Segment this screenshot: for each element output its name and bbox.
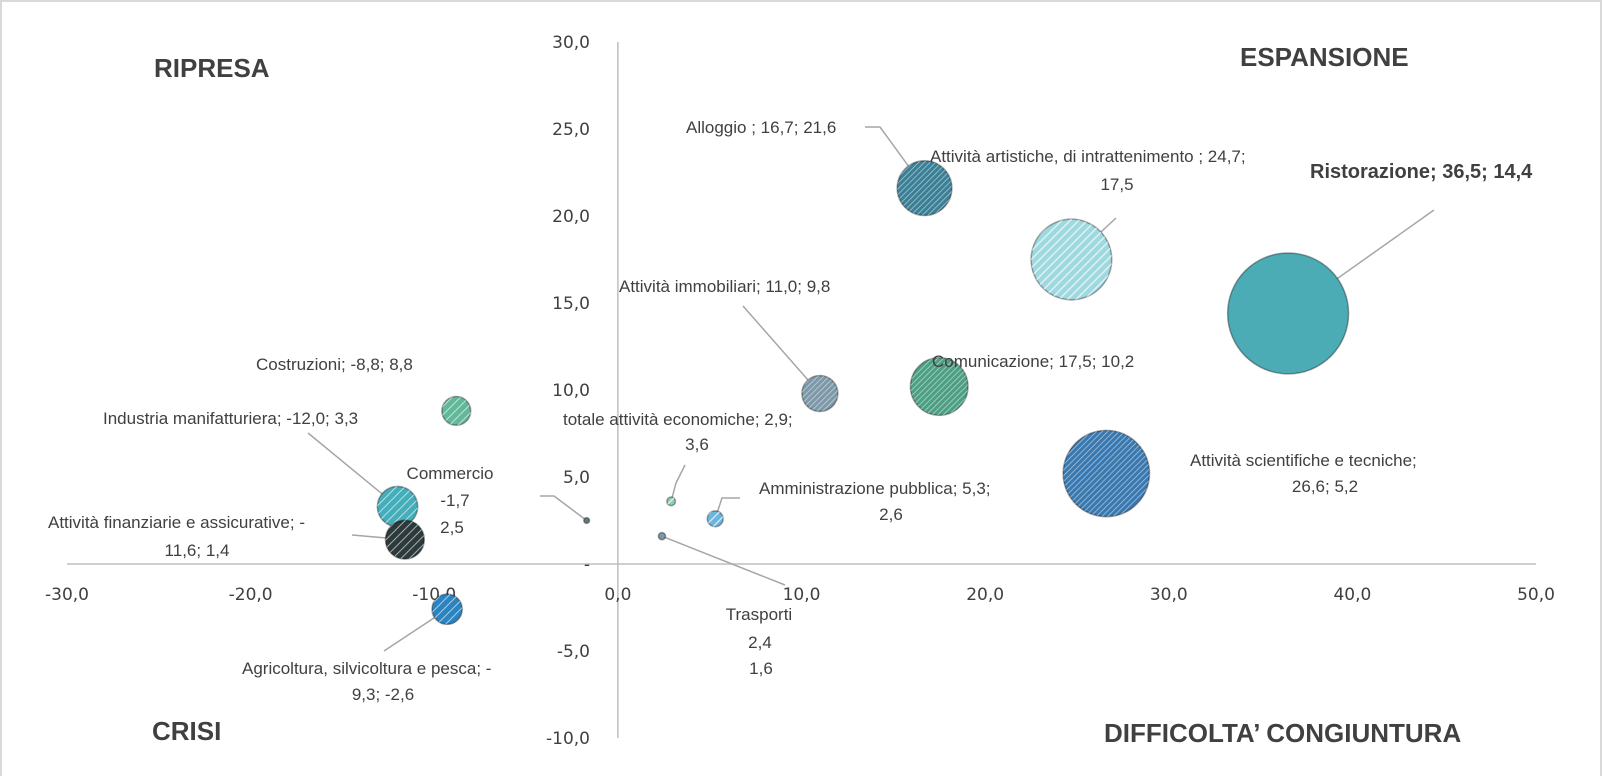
bubble-comunicazione-hatch (910, 357, 969, 416)
y-tick-label: 20,0 (552, 207, 590, 227)
bubble-alloggio-hatch (897, 160, 952, 216)
data-label-artistiche: 17,5 (1100, 175, 1133, 194)
quadrant-labels: RIPRESA ESPANSIONE CRISI DIFFICOLTA’ CON… (152, 42, 1461, 748)
data-label-amministrazione: Amministrazione pubblica; 5,3; (759, 479, 991, 498)
bubble-agricoltura-hatch (431, 594, 463, 625)
bubble-ristorazione (1226, 252, 1350, 375)
data-label-trasporti: 2,4 (748, 633, 772, 652)
x-tick-label: -30,0 (45, 585, 89, 605)
leader-lines (307, 126, 1435, 652)
bubble-artistiche-hatch (1031, 219, 1112, 300)
y-tick-label: -10,0 (546, 729, 590, 749)
bubble-manifatturiera-hatch (377, 486, 418, 527)
x-tick-label: 20,0 (966, 585, 1004, 605)
quadrant-label-crisi: CRISI (152, 716, 221, 746)
axes: -30,0 -20,0 -10,0 0,0 10,0 20,0 30,0 40,0 50,0 3… (45, 33, 1555, 749)
leader-line-trasporti (661, 535, 786, 586)
data-label-commercio: 2,5 (440, 518, 464, 537)
data-label-alloggio: Alloggio ; 16,7; 21,6 (686, 118, 836, 137)
data-label-finanziarie: 11,6; 1,4 (165, 541, 230, 560)
x-tick-label: 10,0 (783, 585, 821, 605)
data-label-trasporti: Trasporti (726, 605, 792, 624)
y-tick-label: 5,0 (563, 468, 590, 488)
data-label-artistiche: Attività artistiche, di intrattenimento … (930, 147, 1246, 166)
leader-line-commercio (540, 495, 588, 522)
data-label-immobiliari: Attività immobiliari; 11,0; 9,8 (619, 277, 830, 296)
data-label-agricoltura: 9,3; -2,6 (352, 685, 414, 704)
x-tick-label: 0,0 (604, 585, 631, 605)
x-axis-ticks: -30,0 -20,0 -10,0 0,0 10,0 20,0 30,0 40,0 50,0 (45, 585, 1555, 605)
data-label-comunicazione: Comunicazione; 17,5; 10,2 (932, 352, 1134, 371)
bubble-finanziarie-hatch (385, 520, 425, 560)
y-tick-label: -5,0 (557, 642, 590, 662)
data-label-scientifiche: Attività scientifiche e tecniche; (1190, 451, 1417, 470)
data-label-finanziarie: Attività finanziarie e assicurative; - (48, 513, 305, 532)
quadrant-label-difficolta-congiuntura: DIFFICOLTA’ CONGIUNTURA (1104, 718, 1461, 748)
data-labels: Ristorazione; 36,5; 14,4 Attività scienti… (48, 118, 1533, 704)
quadrant-label-ripresa: RIPRESA (154, 53, 270, 83)
y-tick-label: - (584, 555, 590, 575)
data-label-totale: totale attività economiche; 2,9; (563, 410, 793, 429)
quadrant-label-espansione: ESPANSIONE (1240, 42, 1409, 72)
data-label-amministrazione: 2,6 (879, 505, 903, 524)
bubble-commercio (583, 516, 591, 525)
data-label-manifatturiera: Industria manifatturiera; -12,0; 3,3 (103, 409, 358, 428)
bubble-amministrazione-hatch (707, 510, 724, 527)
y-tick-label: 15,0 (552, 294, 590, 314)
x-tick-label: 50,0 (1517, 585, 1555, 605)
data-label-commercio: Commercio (407, 464, 494, 483)
leader-line-totale (670, 464, 686, 502)
y-tick-label: 30,0 (552, 33, 590, 53)
x-tick-label: 40,0 (1333, 585, 1371, 605)
bubble-scientifiche-hatch (1063, 430, 1150, 517)
bubble-trasporti (657, 531, 667, 541)
data-label-scientifiche: 26,6; 5,2 (1292, 477, 1358, 496)
data-label-trasporti: 1,6 (749, 659, 773, 678)
y-tick-label: 10,0 (552, 381, 590, 401)
y-tick-label: 25,0 (552, 120, 590, 140)
data-label-commercio: -1,7 (440, 491, 469, 510)
leader-line-immobiliari (742, 305, 821, 394)
x-tick-label: -20,0 (229, 585, 273, 605)
data-label-totale: 3,6 (685, 435, 709, 454)
bubble-costruzioni-hatch (441, 396, 471, 426)
data-label-ristorazione: Ristorazione; 36,5; 14,4 (1310, 161, 1533, 183)
data-label-agricoltura: Agricoltura, silvicoltura e pesca; - (242, 659, 491, 678)
x-tick-label: 30,0 (1150, 585, 1188, 605)
y-axis-ticks: 30,0 25,0 20,0 15,0 10,0 5,0 - -5,0 -10,0 (546, 33, 590, 749)
bubble-immobiliari-hatch (801, 375, 838, 412)
bubble-totale-hatch (666, 497, 676, 506)
bubbles (376, 160, 1350, 626)
data-label-costruzioni: Costruzioni; -8,8; 8,8 (256, 355, 413, 374)
